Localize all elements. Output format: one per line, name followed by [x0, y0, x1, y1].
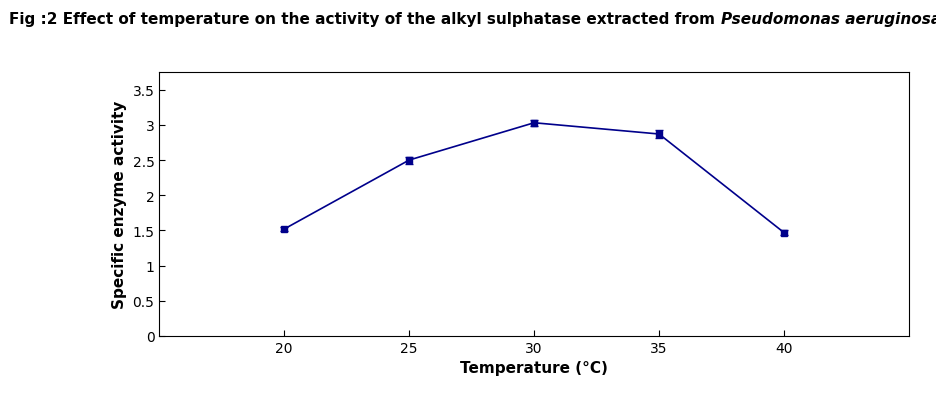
Text: Pseudomonas aeruginosa: Pseudomonas aeruginosa: [720, 12, 936, 27]
Text: Fig :2 Effect of temperature on the activity of the alkyl sulphatase extracted f: Fig :2 Effect of temperature on the acti…: [9, 12, 720, 27]
Y-axis label: Specific enzyme activity: Specific enzyme activity: [111, 100, 126, 309]
X-axis label: Temperature (°C): Temperature (°C): [460, 360, 607, 375]
